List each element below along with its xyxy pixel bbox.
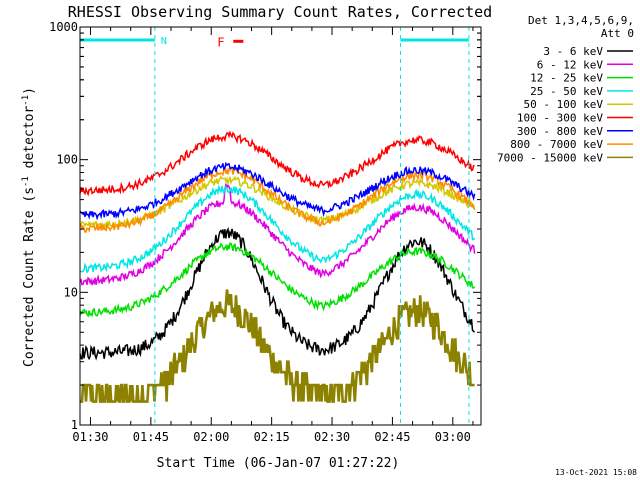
legend-label: 7000 - 15000 keV <box>497 151 603 164</box>
legend-label: 300 - 800 keV <box>517 125 603 138</box>
x-tick-label: 03:00 <box>435 430 471 444</box>
legend-label: 50 - 100 keV <box>524 98 604 111</box>
chart-title: RHESSI Observing Summary Count Rates, Co… <box>68 3 492 21</box>
x-tick-label: 02:00 <box>193 430 229 444</box>
series-line <box>79 165 475 233</box>
series-line <box>79 226 476 361</box>
x-tick-label: 02:45 <box>374 430 410 444</box>
night-marker-label: N <box>161 36 167 47</box>
y-tick-label: 1 <box>71 418 78 432</box>
axes: 01:30 01:45 02:00 02:15 02:30 02:45 03:00 1 10 10… <box>49 20 481 444</box>
legend-label: 100 - 300 keV <box>517 112 603 125</box>
series-line <box>79 184 476 274</box>
legend-header-line2: Att 0 <box>601 27 634 40</box>
flare-marker-label: F <box>217 35 224 49</box>
series-line <box>79 130 475 197</box>
y-tick-label: 100 <box>56 153 78 167</box>
series-line <box>79 175 476 231</box>
y-tick-label: 1000 <box>49 20 78 34</box>
x-tick-label: 02:15 <box>254 430 290 444</box>
legend-label: 800 - 7000 keV <box>510 138 603 151</box>
series-line <box>79 161 476 221</box>
series-line <box>79 181 476 286</box>
x-axis-label: Start Time (06-Jan-07 01:27:22) <box>157 456 400 471</box>
legend-label: 3 - 6 keV <box>543 45 603 58</box>
legend-label: 12 - 25 keV <box>530 72 603 85</box>
series-line <box>79 242 476 318</box>
x-tick-label: 01:30 <box>72 430 108 444</box>
legend-label: 6 - 12 keV <box>537 58 604 71</box>
series-line <box>80 289 475 403</box>
x-tick-label: 02:30 <box>314 430 350 444</box>
x-tick-label: 01:45 <box>133 430 169 444</box>
legend-label: 25 - 50 keV <box>530 85 603 98</box>
series-curves <box>79 130 476 403</box>
legend-header-line1: Det 1,3,4,5,6,9, <box>528 14 634 27</box>
y-axis-label: Corrected Count Rate (s-1 detector-1) <box>21 87 37 367</box>
footer-timestamp: 13-Oct-2021 15:08 <box>555 468 637 477</box>
plot-frame <box>79 26 482 426</box>
y-tick-label: 10 <box>64 285 78 299</box>
